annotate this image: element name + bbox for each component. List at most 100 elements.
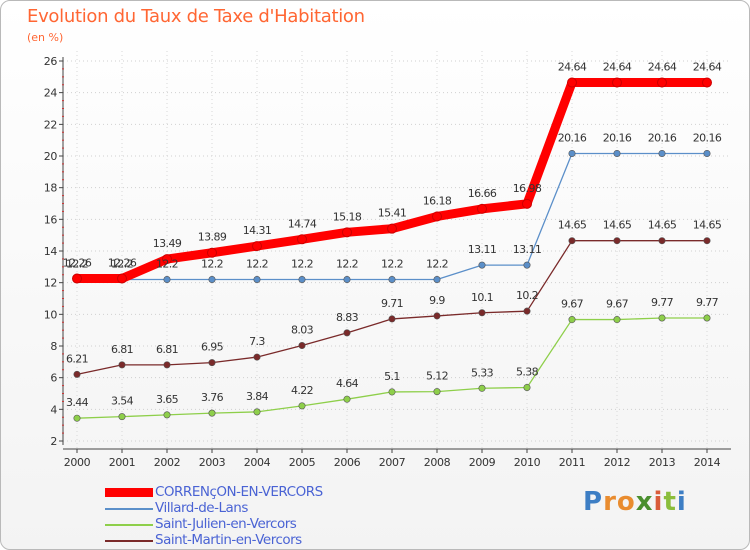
- proxiti-logo: Proxiti: [583, 487, 687, 517]
- data-label: 14.65: [693, 219, 722, 232]
- data-label: 13.49: [153, 237, 182, 250]
- logo-letter: i: [653, 487, 664, 517]
- data-label: 24.64: [603, 61, 632, 74]
- data-point: [703, 237, 711, 245]
- data-label: 13.89: [198, 231, 227, 244]
- logo-letter: o: [616, 487, 636, 517]
- data-point: [703, 149, 711, 157]
- series-layer: [72, 77, 712, 422]
- data-label: 8.83: [336, 311, 359, 324]
- x-tick-label: 2012: [604, 456, 630, 469]
- data-point: [523, 383, 531, 391]
- data-label: 12.2: [156, 258, 178, 271]
- data-label: 9.9: [429, 294, 445, 307]
- data-label: 9.67: [561, 298, 584, 311]
- data-label: 12.2: [111, 258, 133, 271]
- data-point: [297, 234, 307, 245]
- data-point: [702, 77, 712, 88]
- data-label: 14.65: [558, 219, 587, 232]
- data-label: 15.18: [333, 210, 362, 223]
- y-tick-label: 6: [50, 372, 57, 385]
- data-point: [253, 408, 261, 416]
- data-point: [568, 316, 576, 324]
- y-tick-label: 26: [44, 55, 58, 68]
- data-point: [478, 384, 486, 392]
- legend-label: Saint-Julien-en-Vercors: [155, 516, 297, 532]
- data-label: 12.2: [291, 258, 313, 271]
- data-point: [388, 275, 396, 283]
- data-point: [523, 307, 531, 315]
- y-tick-label: 20: [44, 150, 58, 163]
- logo-letter: x: [635, 487, 654, 517]
- data-point: [612, 77, 622, 88]
- chart-title: Evolution du Taux de Taxe d'Habitation: [27, 6, 365, 27]
- x-tick-label: 2013: [649, 456, 676, 469]
- data-label: 24.64: [693, 61, 722, 74]
- data-label: 10.2: [516, 289, 538, 302]
- data-point: [567, 77, 577, 88]
- data-point: [388, 388, 396, 396]
- data-label: 16.18: [423, 194, 452, 207]
- data-point: [72, 273, 82, 284]
- data-point: [208, 409, 216, 417]
- data-label: 3.84: [246, 390, 269, 403]
- legend-label: Villard-de-Lans: [155, 500, 248, 516]
- x-tick-label: 2006: [334, 456, 361, 469]
- logo-letter: t: [663, 487, 677, 517]
- data-point: [118, 361, 126, 369]
- data-label: 5.1: [384, 370, 400, 383]
- data-label: 12.2: [426, 258, 448, 271]
- y-tick-label: 14: [44, 245, 58, 258]
- data-point: [252, 241, 262, 252]
- logo-letter: P: [583, 487, 604, 517]
- data-label: 12.2: [381, 258, 403, 271]
- data-point: [478, 261, 486, 269]
- logo-letter: r: [603, 487, 617, 517]
- data-point: [163, 411, 171, 419]
- data-label: 14.31: [243, 224, 272, 237]
- data-label: 9.77: [651, 296, 674, 309]
- legend-swatch: [105, 488, 153, 497]
- series-1: [73, 149, 711, 283]
- y-tick-label: 24: [44, 87, 58, 100]
- data-label: 10.1: [471, 291, 493, 304]
- data-point: [73, 370, 81, 378]
- data-label: 16.98: [513, 182, 542, 195]
- data-label: 6.95: [201, 341, 224, 354]
- legend-swatch: [105, 540, 153, 542]
- data-point: [162, 254, 172, 265]
- series-2: [73, 314, 711, 422]
- data-point: [163, 275, 171, 283]
- data-point: [658, 314, 666, 322]
- data-point: [478, 309, 486, 317]
- data-point: [343, 275, 351, 283]
- data-point: [118, 413, 126, 421]
- y-tick-label: 2: [50, 435, 57, 448]
- x-tick-label: 2014: [694, 456, 721, 469]
- data-label: 3.76: [201, 391, 224, 404]
- data-point: [298, 275, 306, 283]
- series-0: [72, 77, 712, 284]
- logo-letter: i: [676, 487, 687, 517]
- data-point: [703, 314, 711, 322]
- series-3: [73, 237, 711, 378]
- y-tick-label: 12: [44, 277, 57, 290]
- data-label: 15.41: [378, 207, 407, 220]
- y-tick-label: 10: [44, 308, 58, 321]
- x-tick-label: 2007: [379, 456, 406, 469]
- data-point: [658, 149, 666, 157]
- data-label: 24.64: [558, 61, 587, 74]
- data-point: [342, 227, 352, 238]
- data-label: 5.38: [516, 365, 539, 378]
- data-label: 20.16: [693, 131, 722, 144]
- data-label: 12.2: [336, 258, 358, 271]
- data-label: 14.65: [648, 219, 677, 232]
- data-label: 3.54: [111, 395, 134, 408]
- data-label: 20.16: [603, 131, 632, 144]
- y-tick-label: 18: [44, 182, 58, 195]
- x-tick-label: 2010: [514, 456, 541, 469]
- data-point: [433, 312, 441, 320]
- data-labels: 3.44 3.54 3.65 3.76 3.84 4.22 4.64 5.1 5.12 5.33 5…: [63, 61, 723, 410]
